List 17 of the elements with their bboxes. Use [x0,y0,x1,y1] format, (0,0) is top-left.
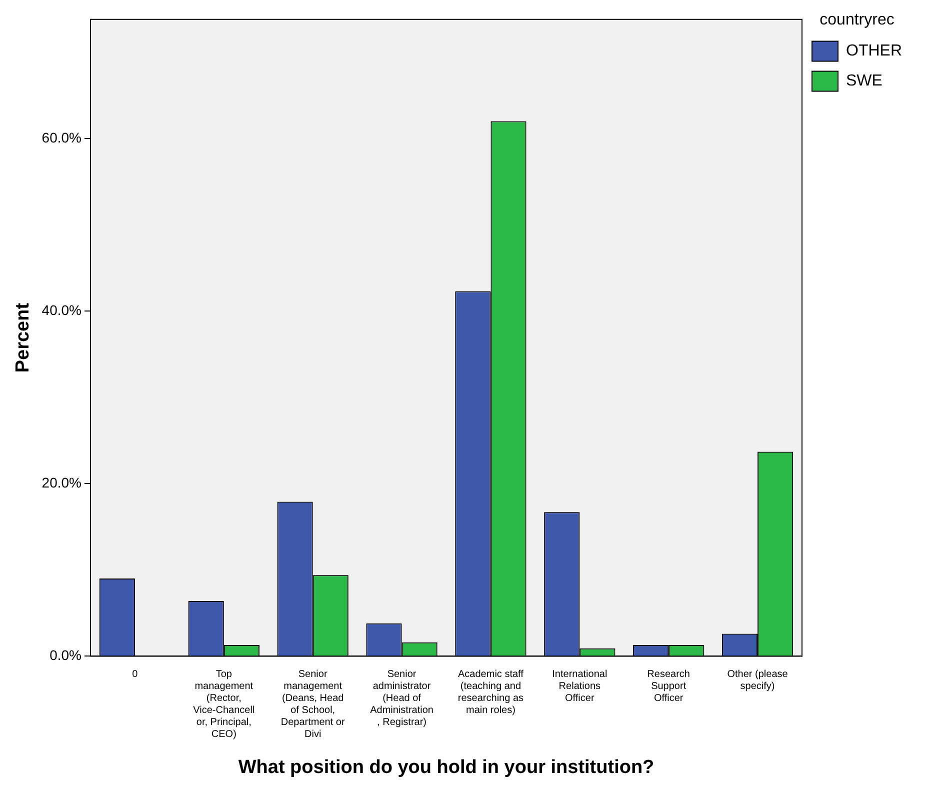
y-tick-label: 20.0% [42,474,82,490]
x-tick-label: Top management (Rector, Vice-Chancellor, Principal, CEO) [193,668,255,740]
legend-label: OTHER [846,42,902,60]
x-tick-label: Academic staff (teaching and researching as main roles) [458,668,524,716]
x-axis-title: What position do you hold in your institution? [238,756,654,778]
y-tick-label: 40.0% [42,302,82,318]
x-tick-label: International Relations Officer [552,668,608,704]
x-tick-label: Senior administrator (Head of Administration, Registrar) [370,668,434,728]
x-tick-label: Research Support Officer [647,668,690,704]
legend-title: countryrec [820,11,894,28]
y-tick-label: 0.0% [50,647,82,664]
x-tick-label: Other (please specify) [727,668,788,692]
x-tick-label: 0 [132,668,138,680]
x-tick-label: Senior management (Deans, Head of School, Department or Divi [280,668,346,740]
legend-label: SWE [846,72,882,90]
y-tick-label: 60.0% [42,129,82,146]
y-axis-title: Percent [12,302,34,373]
